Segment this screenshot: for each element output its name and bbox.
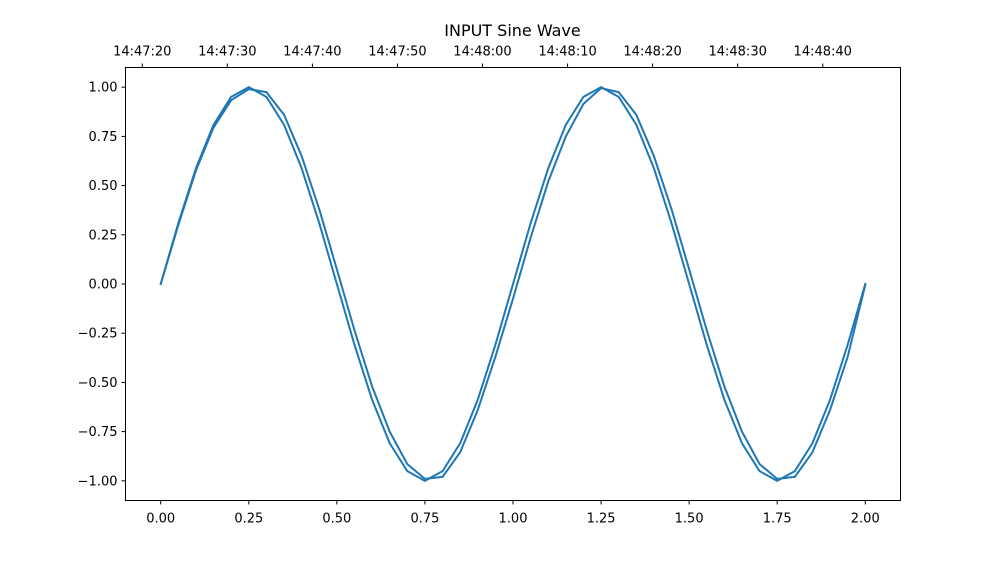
y-tick-label: 0.75 (89, 130, 118, 145)
x-tick-label: 0.25 (234, 512, 263, 527)
top-axis: 14:47:20 14:47:30 14:47:40 14:47:50 14:48:00… (113, 45, 852, 68)
y-tick-label: 0.50 (89, 179, 118, 194)
bottom-axis: 0.00 0.25 0.50 0.75 1.00 1.25 1.50 1.75 2.00 (146, 500, 880, 527)
x-tick-label: 1.50 (675, 512, 704, 527)
time-tick-label: 14:48:40 (794, 45, 852, 60)
chart-title: INPUT Sine Wave (444, 21, 581, 40)
x-tick-label: 1.00 (499, 512, 528, 527)
x-tick-label: 2.00 (851, 512, 880, 527)
time-tick-label: 14:47:20 (113, 45, 171, 60)
y-tick-label: −0.25 (78, 327, 118, 342)
time-tick-label: 14:48:30 (708, 45, 766, 60)
x-tick-label: 1.75 (763, 512, 792, 527)
series-layer (159, 86, 867, 482)
y-tick-label: 1.00 (89, 81, 118, 96)
x-tick-label: 0.75 (410, 512, 439, 527)
y-tick-label: −0.75 (78, 425, 118, 440)
y-tick-label: 0.00 (89, 278, 118, 293)
series-line-2 (159, 87, 867, 480)
x-tick-label: 1.25 (587, 512, 616, 527)
y-tick-label: 0.25 (89, 228, 118, 243)
time-tick-label: 14:47:50 (368, 45, 426, 60)
time-tick-label: 14:48:10 (538, 45, 596, 60)
time-tick-label: 14:48:00 (453, 45, 511, 60)
series-line-1 (159, 86, 867, 482)
y-tick-label: −0.50 (78, 376, 118, 391)
y-tick-label: −1.00 (78, 474, 118, 489)
time-tick-label: 14:48:20 (623, 45, 681, 60)
x-tick-label: 0.00 (146, 512, 175, 527)
time-tick-label: 14:47:30 (198, 45, 256, 60)
time-tick-label: 14:47:40 (283, 45, 341, 60)
left-axis: 1.00 0.75 0.50 0.25 0.00 −0.25 −0.50 −0.75 −1.00 (78, 81, 126, 489)
x-tick-label: 0.50 (322, 512, 351, 527)
